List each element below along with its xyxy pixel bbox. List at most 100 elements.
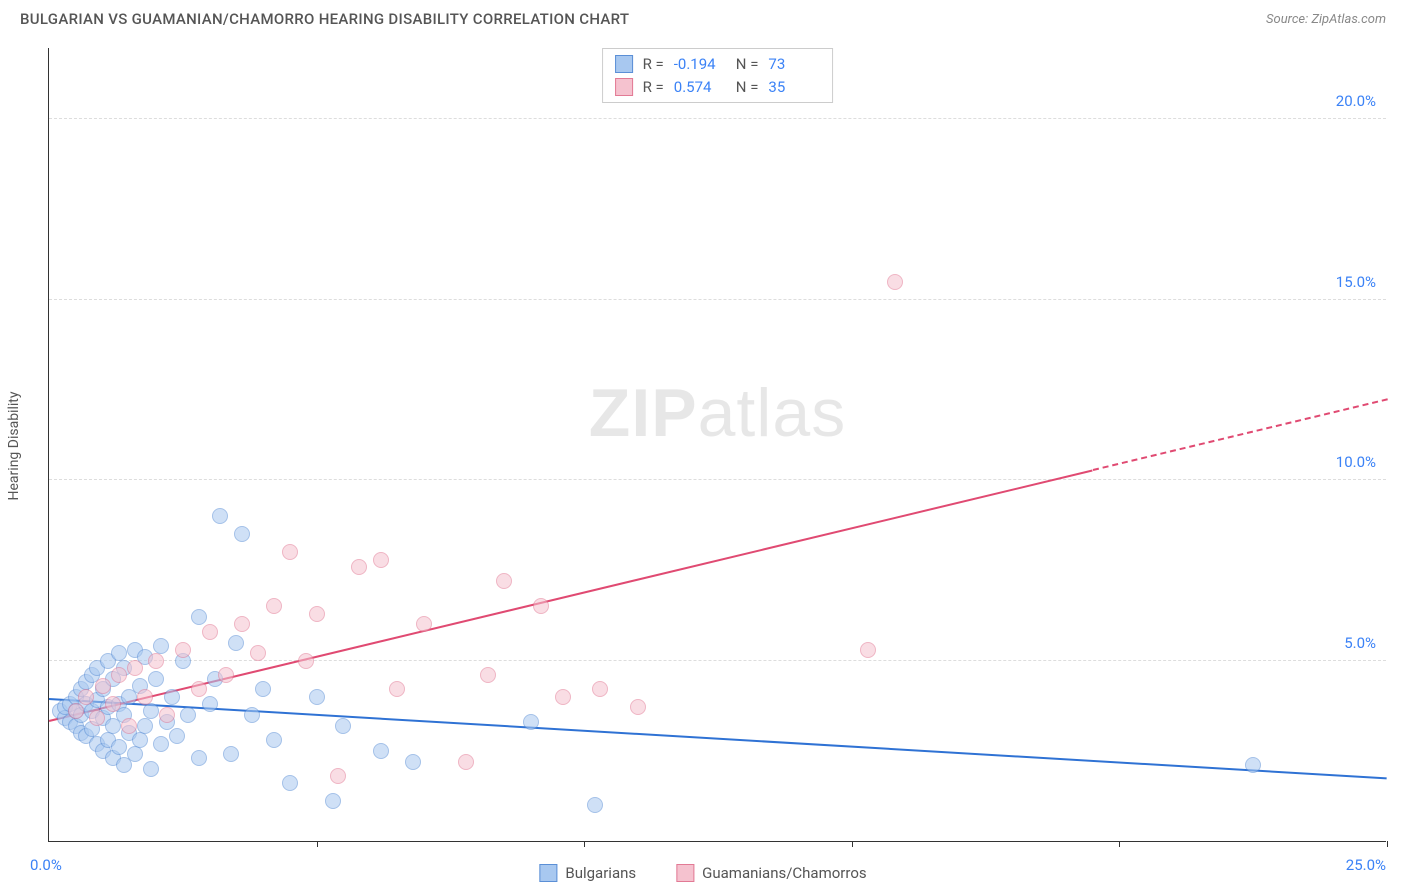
data-point — [523, 714, 539, 730]
data-point — [587, 797, 603, 813]
data-point — [282, 544, 298, 560]
legend-item: Guamanians/Chamorros — [676, 864, 866, 882]
data-point — [148, 653, 164, 669]
data-point — [887, 274, 903, 290]
data-point — [630, 699, 646, 715]
data-point — [592, 681, 608, 697]
data-point — [330, 768, 346, 784]
data-point — [169, 728, 185, 744]
y-tick-label: 20.0% — [1336, 92, 1376, 110]
gridline — [49, 118, 1386, 119]
data-point — [212, 508, 228, 524]
series-swatch — [615, 78, 633, 96]
data-point — [496, 573, 512, 589]
data-point — [223, 746, 239, 762]
data-point — [111, 739, 127, 755]
r-value: 0.574 — [674, 76, 726, 99]
data-point — [143, 703, 159, 719]
n-label: N = — [736, 76, 759, 99]
data-point — [143, 761, 159, 777]
gridline — [49, 479, 1386, 480]
data-point — [78, 689, 94, 705]
data-point — [218, 667, 234, 683]
data-point — [266, 598, 282, 614]
data-point — [250, 645, 266, 661]
data-point — [373, 743, 389, 759]
scatter-chart: ZIPatlas R = -0.194 N = 73 R = 0.574 N = 35 5.0… — [48, 48, 1386, 842]
n-value: 35 — [768, 76, 820, 99]
data-point — [860, 642, 876, 658]
data-point — [405, 754, 421, 770]
data-point — [191, 681, 207, 697]
data-point — [89, 710, 105, 726]
data-point — [234, 616, 250, 632]
data-point — [351, 559, 367, 575]
x-axis-origin-label: 0.0% — [30, 856, 62, 874]
r-value: -0.194 — [674, 53, 726, 76]
data-point — [335, 718, 351, 734]
legend-label: Bulgarians — [565, 864, 636, 882]
chart-source: Source: ZipAtlas.com — [1266, 12, 1386, 27]
data-point — [298, 653, 314, 669]
n-label: N = — [736, 53, 759, 76]
gridline — [49, 299, 1386, 300]
data-point — [1245, 757, 1261, 773]
legend-swatch — [676, 864, 694, 882]
legend-swatch — [539, 864, 557, 882]
y-tick-label: 5.0% — [1344, 634, 1376, 652]
data-point — [180, 707, 196, 723]
data-point — [389, 681, 405, 697]
data-point — [68, 703, 84, 719]
data-point — [244, 707, 260, 723]
n-value: 73 — [768, 53, 820, 76]
y-tick-label: 10.0% — [1336, 453, 1376, 471]
data-point — [105, 696, 121, 712]
data-point — [480, 667, 496, 683]
data-point — [202, 696, 218, 712]
data-point — [121, 718, 137, 734]
correlation-stats-box: R = -0.194 N = 73 R = 0.574 N = 35 — [602, 48, 834, 103]
data-point — [309, 689, 325, 705]
chart-header: BULGARIAN VS GUAMANIAN/CHAMORRO HEARING … — [0, 0, 1406, 34]
data-point — [148, 671, 164, 687]
x-tick — [1119, 841, 1120, 847]
legend-item: Bulgarians — [539, 864, 636, 882]
data-point — [111, 667, 127, 683]
data-point — [234, 526, 250, 542]
y-axis-title: Hearing Disability — [6, 392, 22, 501]
r-label: R = — [643, 53, 664, 76]
x-tick — [852, 841, 853, 847]
data-point — [137, 718, 153, 734]
data-point — [95, 678, 111, 694]
data-point — [164, 689, 180, 705]
data-point — [153, 736, 169, 752]
data-point — [132, 732, 148, 748]
data-point — [175, 642, 191, 658]
data-point — [127, 746, 143, 762]
data-point — [127, 660, 143, 676]
x-tick — [1387, 841, 1388, 847]
data-point — [309, 606, 325, 622]
series-legend: Bulgarians Guamanians/Chamorros — [539, 864, 866, 882]
data-point — [282, 775, 298, 791]
x-tick — [317, 841, 318, 847]
x-tick — [584, 841, 585, 847]
series-swatch — [615, 55, 633, 73]
stats-row: R = 0.574 N = 35 — [615, 76, 821, 99]
data-point — [191, 609, 207, 625]
data-point — [159, 707, 175, 723]
stats-row: R = -0.194 N = 73 — [615, 53, 821, 76]
legend-label: Guamanians/Chamorros — [702, 864, 866, 882]
chart-title: BULGARIAN VS GUAMANIAN/CHAMORRO HEARING … — [20, 10, 629, 28]
data-point — [555, 689, 571, 705]
y-tick-label: 15.0% — [1336, 273, 1376, 291]
watermark: ZIPatlas — [589, 374, 846, 452]
data-point — [137, 689, 153, 705]
data-point — [416, 616, 432, 632]
r-label: R = — [643, 76, 664, 99]
gridline — [49, 660, 1386, 661]
data-point — [266, 732, 282, 748]
data-point — [191, 750, 207, 766]
data-point — [228, 635, 244, 651]
data-point — [458, 754, 474, 770]
